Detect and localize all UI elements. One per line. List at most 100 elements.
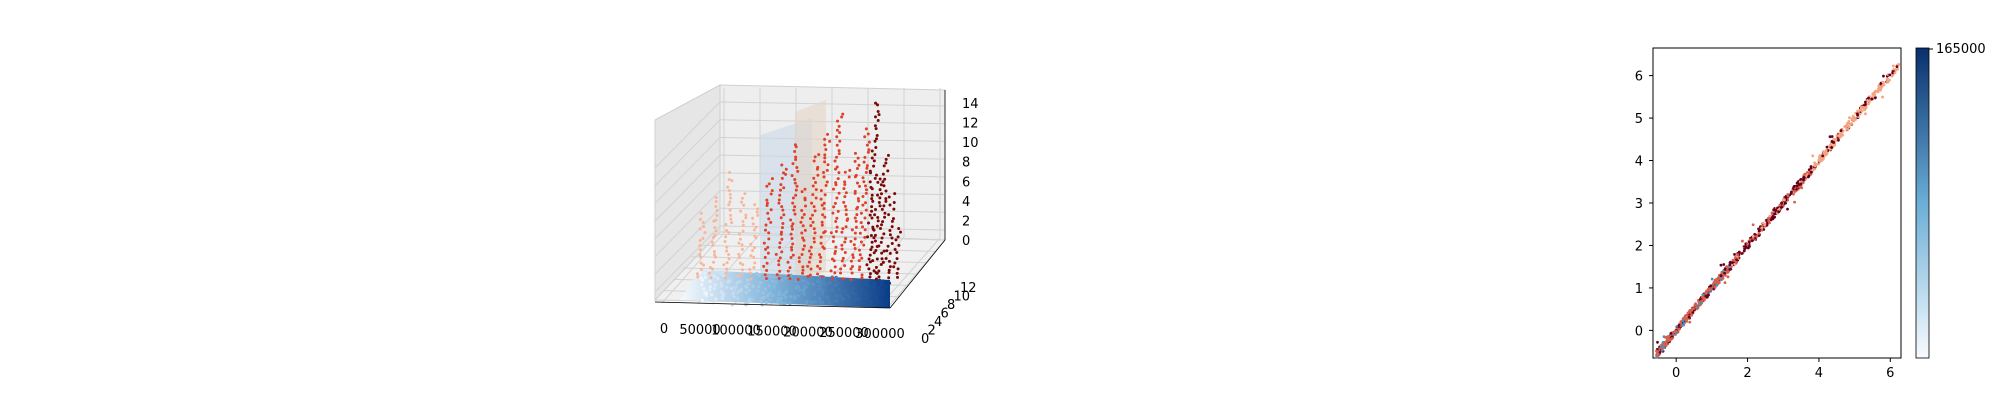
red-point xyxy=(803,228,807,232)
surface-point xyxy=(855,283,859,287)
red-point xyxy=(752,246,756,250)
scatter-point xyxy=(1734,261,1738,264)
red-point xyxy=(820,275,824,279)
red-point xyxy=(791,201,795,205)
surface-point xyxy=(833,279,837,283)
scatter-point xyxy=(1863,108,1866,111)
x-tick-label: 0 xyxy=(660,322,668,337)
surface-point xyxy=(768,291,772,296)
red-point xyxy=(868,260,872,264)
red-point xyxy=(699,261,703,265)
red-point xyxy=(854,173,858,177)
red-point xyxy=(865,166,869,170)
surface-point xyxy=(709,293,714,297)
red-point xyxy=(893,261,897,265)
red-point xyxy=(875,257,879,261)
red-point xyxy=(796,169,800,173)
red-point xyxy=(743,192,747,196)
scatter-point xyxy=(1728,263,1732,267)
red-point xyxy=(726,185,730,189)
red-point xyxy=(813,155,817,159)
red-point xyxy=(708,266,712,270)
scatter-point xyxy=(1853,117,1856,121)
red-point xyxy=(865,263,869,267)
red-point xyxy=(793,205,797,209)
red-point xyxy=(886,244,890,248)
surface-point xyxy=(853,282,857,287)
scatter-point xyxy=(1818,159,1822,163)
scatter-point xyxy=(1799,178,1803,181)
red-point xyxy=(737,252,741,256)
scatter-point xyxy=(1746,242,1750,246)
red-point xyxy=(877,244,881,248)
surface-point xyxy=(771,293,775,298)
surface-point xyxy=(702,287,706,291)
scatter-point xyxy=(1856,109,1860,113)
surface-point xyxy=(765,294,770,298)
surface-point xyxy=(734,285,738,289)
surface-point xyxy=(838,292,842,296)
red-point xyxy=(810,201,814,205)
red-point xyxy=(740,196,744,200)
red-point xyxy=(874,277,878,281)
red-point xyxy=(825,168,829,172)
red-point xyxy=(844,237,848,241)
red-point xyxy=(784,167,788,171)
red-point xyxy=(849,259,853,263)
red-point xyxy=(814,196,818,200)
z-tick-label: 2 xyxy=(962,214,970,229)
surface-point xyxy=(881,279,885,283)
red-point xyxy=(812,205,816,209)
red-point xyxy=(809,217,813,221)
x-tick-label: 100000 xyxy=(711,324,761,339)
red-point xyxy=(812,159,816,163)
red-point xyxy=(790,248,794,252)
red-point xyxy=(856,205,860,209)
scatter-point xyxy=(1766,216,1770,220)
red-point xyxy=(885,249,889,253)
red-point xyxy=(813,209,817,213)
red-point xyxy=(894,238,898,242)
x-tick-label: 150000 xyxy=(747,325,797,340)
scatter-point xyxy=(1768,221,1771,225)
red-point xyxy=(797,260,801,264)
red-point xyxy=(869,185,873,189)
red-point xyxy=(864,191,868,195)
red-point xyxy=(819,255,823,259)
red-point xyxy=(892,201,896,205)
red-point xyxy=(698,248,702,252)
red-point xyxy=(765,261,769,265)
z-tick-label: 8 xyxy=(962,156,970,171)
red-point xyxy=(863,135,867,139)
surface-point xyxy=(759,300,763,304)
red-point xyxy=(802,213,806,217)
z-tick-label: 12 xyxy=(962,117,979,132)
scatter-point xyxy=(1849,122,1853,126)
red-point xyxy=(763,228,767,232)
surface-point xyxy=(868,303,872,307)
red-point xyxy=(878,177,882,181)
red-point xyxy=(795,165,799,169)
colorbar-fill xyxy=(1915,47,1930,359)
red-point xyxy=(866,132,870,136)
red-point xyxy=(834,229,838,233)
surface-point xyxy=(827,299,831,303)
red-point xyxy=(818,253,822,257)
red-point xyxy=(777,201,781,205)
surface-point xyxy=(716,269,720,274)
scatter-point xyxy=(1700,295,1704,299)
red-point xyxy=(873,153,877,157)
red-point xyxy=(834,245,838,249)
scatter-point xyxy=(1777,207,1781,211)
red-point xyxy=(751,249,755,253)
red-point xyxy=(762,241,766,245)
surface-point xyxy=(775,299,780,303)
scatter-point xyxy=(1882,74,1885,78)
z-gridline-left xyxy=(654,101,721,169)
red-point xyxy=(862,160,866,164)
red-point xyxy=(843,183,847,187)
scatter-point xyxy=(1803,172,1807,176)
red-point xyxy=(864,184,868,188)
red-point xyxy=(727,177,731,181)
scatter-point xyxy=(1725,265,1728,269)
